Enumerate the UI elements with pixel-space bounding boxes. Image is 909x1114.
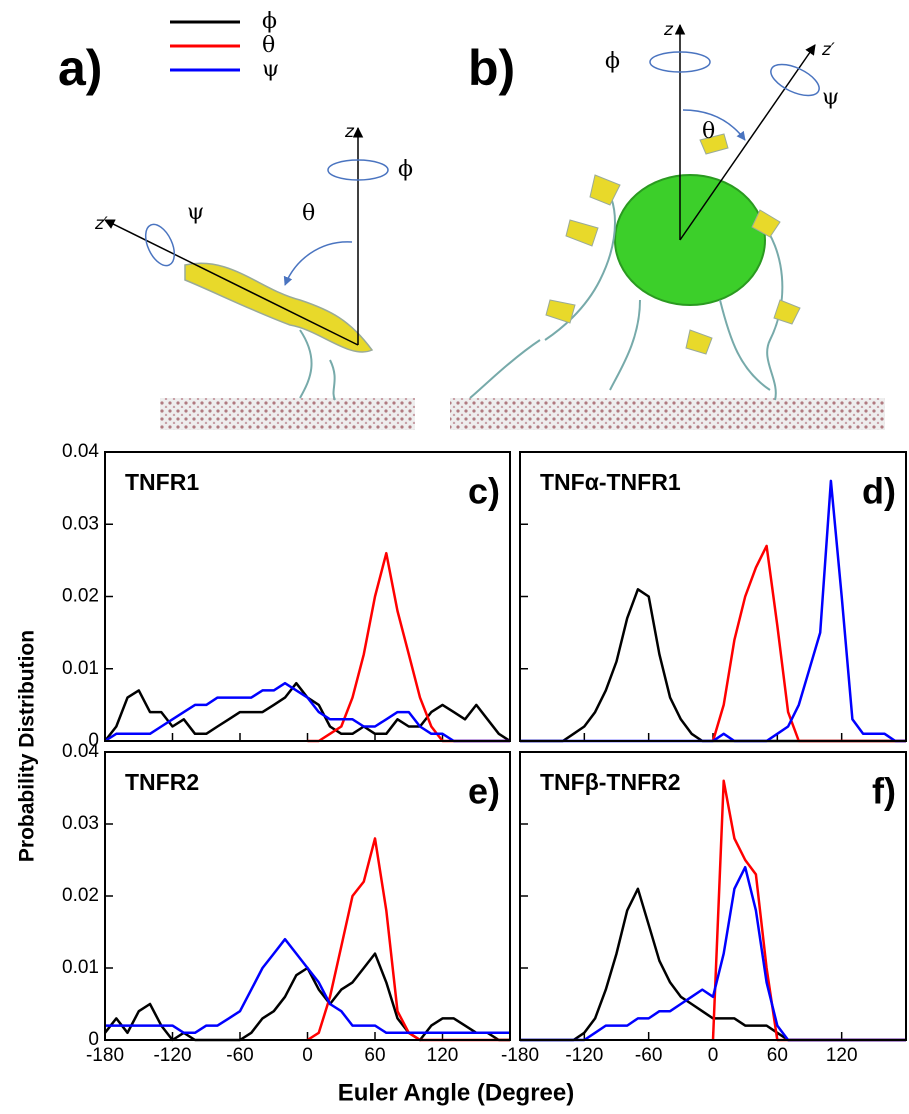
axis-label: z: [663, 20, 674, 40]
y-tick-label: 0.02: [62, 885, 99, 906]
axis-label: z: [344, 122, 355, 142]
rotation-ring: [649, 51, 711, 73]
z-prime-axis: [104, 219, 359, 346]
panel-title: TNFβ-TNFR2: [540, 769, 681, 795]
rotation-ring: [327, 159, 389, 181]
y-tick-label: 0.01: [62, 658, 99, 679]
y-tick-label: 0.04: [62, 441, 99, 462]
panel-title: TNFα-TNFR1: [540, 469, 681, 495]
y-tick-label: 0.01: [62, 957, 99, 978]
angle-label: θ: [302, 201, 315, 226]
panel-label: a): [58, 40, 102, 96]
x-tick-label: 0: [302, 1045, 313, 1066]
series-line: [711, 544, 906, 743]
y-tick-label: 0.02: [62, 586, 99, 607]
plot-frame: [519, 751, 907, 1041]
plot-frame: [519, 451, 907, 742]
panel-a-diagram: a) z z′ ϕ θ ψ: [58, 40, 415, 430]
angle-arc: [283, 241, 353, 286]
panel-b-diagram: b) z z′ ϕ θ ψ: [450, 20, 885, 430]
panel-label: d): [862, 471, 896, 512]
y-tick-label: 0.04: [62, 741, 99, 762]
angle-label: θ: [702, 119, 715, 144]
panel-label: e): [468, 771, 500, 812]
series-line: [520, 479, 906, 743]
z-prime-axis: [679, 44, 816, 241]
angle-label: ψ: [822, 85, 839, 110]
angle-label: ϕ: [605, 49, 620, 74]
protein-core: [614, 174, 766, 306]
panel-label: b): [468, 40, 515, 96]
panel-label: c): [468, 471, 500, 512]
y-tick-label: 0: [88, 730, 99, 751]
legend-label: ψ: [262, 57, 279, 82]
angle-label: ϕ: [398, 157, 413, 182]
membrane: [450, 398, 885, 430]
rotation-ring: [770, 63, 820, 97]
panel-title: TNFR2: [125, 769, 199, 795]
x-tick-label: -180: [86, 1045, 124, 1066]
x-tick-label: -180: [501, 1045, 539, 1066]
angle-arc: [682, 109, 746, 141]
legend-label: ϕ: [262, 9, 277, 34]
x-tick-label: 120: [427, 1045, 459, 1066]
plot-frame: [104, 451, 511, 742]
y-tick-label: 0: [88, 1029, 99, 1050]
protein-loop: [469, 179, 784, 401]
series-line: [711, 779, 906, 1042]
membrane: [160, 398, 415, 430]
x-axis-title: Euler Angle (Degree): [338, 1079, 575, 1106]
angle-label: ψ: [187, 200, 204, 225]
y-tick-label: 0.03: [62, 813, 99, 834]
panel-title: TNFR1: [125, 469, 199, 495]
axis-label: z′: [821, 40, 835, 60]
protein: [184, 262, 374, 353]
x-tick-label: 60: [767, 1045, 788, 1066]
plot-frame: [104, 751, 511, 1041]
x-tick-label: -120: [565, 1045, 603, 1066]
rotation-ring: [144, 223, 176, 267]
x-tick-label: 120: [826, 1045, 858, 1066]
series-line: [104, 681, 510, 743]
protein-loop: [299, 329, 336, 401]
x-tick-label: 60: [364, 1045, 385, 1066]
series-line: [104, 681, 511, 743]
x-tick-label: -60: [226, 1045, 253, 1066]
protein-sheet: [545, 133, 801, 355]
series-line: [105, 937, 510, 1035]
x-tick-label: 0: [708, 1045, 719, 1066]
y-axis-title: Probability Distribution: [16, 630, 39, 862]
y-tick-label: 0.03: [62, 513, 99, 534]
axis-label: z′: [94, 214, 108, 234]
panel-label: f): [872, 771, 896, 812]
x-tick-label: -60: [635, 1045, 662, 1066]
legend-label: θ: [262, 33, 275, 58]
x-tick-label: -120: [153, 1045, 191, 1066]
